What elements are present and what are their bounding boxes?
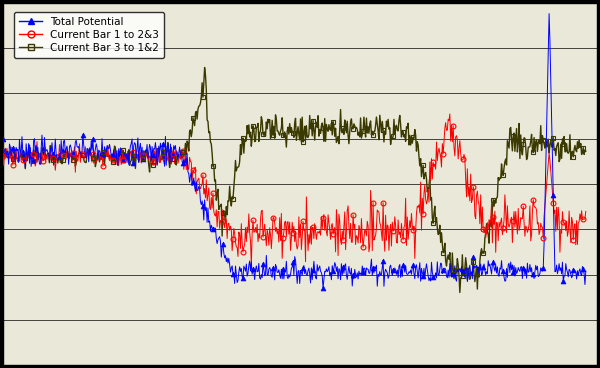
Legend: Total Potential, Current Bar 1 to 2&3, Current Bar 3 to 1&2: Total Potential, Current Bar 1 to 2&3, C…: [14, 12, 164, 58]
